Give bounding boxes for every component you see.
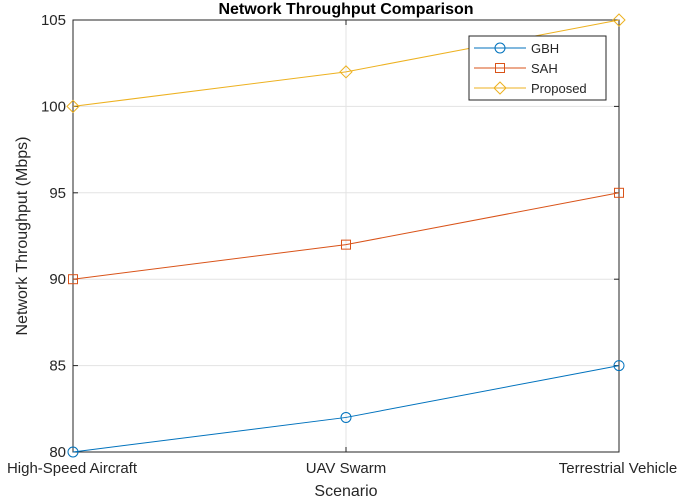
chart-title: Network Throughput Comparison [218, 1, 473, 18]
data-point-gbh [340, 411, 352, 423]
x-tick-label: UAV Swarm [306, 460, 387, 477]
y-axis-ticks: 80 85 90 95 100 105 [41, 12, 619, 461]
x-axis-label: Scenario [314, 483, 377, 498]
x-axis-ticks: High-Speed Aircraft UAV Swarm Terrestrial … [7, 20, 677, 477]
legend-marker-proposed [493, 81, 507, 95]
y-tick-label: 85 [49, 358, 66, 375]
y-axis-label: Network Throughput (Mbps) [14, 137, 31, 336]
legend-item-gbh: GBH [474, 41, 559, 56]
y-tick-label: 100 [41, 98, 66, 115]
series-gbh [67, 360, 625, 458]
legend: GBH SAH Proposed [468, 35, 607, 101]
legend-label-gbh: GBH [531, 41, 559, 56]
legend-item-proposed: Proposed [474, 81, 587, 96]
y-tick-label: 95 [49, 185, 66, 202]
data-point-proposed [339, 65, 353, 79]
legend-marker-sah [495, 63, 505, 73]
legend-item-sah: SAH [474, 61, 558, 76]
y-tick-label: 90 [49, 271, 66, 288]
data-point-gbh [67, 446, 79, 458]
data-point-sah [341, 239, 351, 250]
data-point-gbh [613, 360, 625, 372]
series-sah [68, 187, 624, 285]
data-point-proposed [66, 99, 80, 114]
x-tick-label: High-Speed Aircraft [7, 460, 138, 477]
y-tick-label: 105 [41, 12, 66, 29]
data-point-sah [68, 274, 78, 285]
y-tick-label: 80 [49, 444, 66, 461]
x-tick-label: Terrestrial Vehicle [559, 460, 677, 477]
legend-marker-gbh [494, 42, 506, 54]
series-line-gbh [72, 365, 620, 453]
legend-label-sah: SAH [531, 61, 558, 76]
legend-label-proposed: Proposed [531, 81, 587, 96]
data-point-sah [614, 187, 624, 198]
series-line-sah [72, 192, 620, 280]
data-point-proposed [612, 13, 626, 27]
